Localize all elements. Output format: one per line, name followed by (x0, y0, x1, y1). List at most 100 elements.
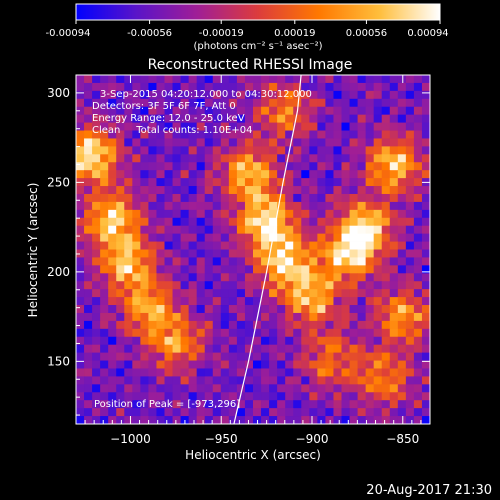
heatmap-cell (253, 225, 262, 235)
heatmap-cell (397, 178, 407, 187)
heatmap-cell (317, 400, 326, 409)
heatmap-cell (84, 281, 93, 290)
heatmap-cell (365, 154, 375, 163)
heatmap-cell (132, 400, 141, 409)
heatmap-cell (156, 265, 165, 274)
heatmap-cell (228, 82, 238, 92)
heatmap-cell (180, 146, 190, 155)
heatmap-cell (100, 98, 109, 108)
heatmap-cell (357, 217, 367, 227)
heatmap-cell (365, 376, 375, 385)
heatmap-cell (244, 257, 254, 266)
heatmap-cell (405, 328, 415, 338)
heatmap-cell (413, 186, 423, 195)
heatmap-cell (156, 106, 165, 116)
heatmap-cell (381, 384, 391, 393)
heatmap-cell (413, 384, 423, 393)
heatmap-cell (228, 154, 238, 163)
heatmap-cell (220, 114, 230, 123)
heatmap-cell (413, 328, 423, 338)
heatmap-cell (349, 178, 358, 187)
heatmap-cell (365, 273, 375, 282)
heatmap-cell (76, 265, 85, 274)
heatmap-cell (76, 360, 85, 369)
heatmap-cell (261, 392, 270, 401)
heatmap-cell (236, 305, 246, 314)
heatmap-cell (148, 344, 157, 354)
heatmap-cell (325, 305, 334, 314)
heatmap-cell (301, 312, 310, 322)
heatmap-cell (188, 408, 198, 417)
heatmap-cell (236, 336, 246, 346)
heatmap-cell (341, 336, 350, 346)
heatmap-cell (228, 289, 238, 298)
heatmap-cell (421, 392, 430, 401)
heatmap-cell (269, 170, 278, 179)
heatmap-cell (100, 186, 109, 195)
heatmap-cell (381, 257, 391, 266)
heatmap-cell (405, 154, 415, 163)
heatmap-cell (341, 312, 350, 322)
heatmap-cell (389, 209, 399, 219)
heatmap-cell (365, 98, 375, 108)
heatmap-cell (140, 297, 149, 306)
heatmap-cell (116, 178, 125, 187)
heatmap-cell (277, 328, 286, 338)
colorbar-ticks: -0.00094 -0.00056 -0.00019 0.00019 0.00056 0.… (46, 20, 449, 39)
heatmap-cell (317, 98, 326, 108)
chart-title: Reconstructed RHESSI Image (148, 57, 353, 73)
heatmap-cell (285, 289, 294, 298)
heatmap-cell (365, 400, 375, 409)
heatmap-cell (220, 241, 230, 250)
heatmap-cell (212, 376, 222, 385)
heatmap-cell (293, 257, 302, 266)
heatmap-cell (293, 75, 302, 84)
heatmap-cell (285, 320, 294, 330)
heatmap-cell (365, 289, 375, 298)
heatmap-cell (413, 178, 423, 187)
heatmap-cell (381, 241, 391, 250)
heatmap-cell (108, 233, 117, 242)
heatmap-cell (196, 75, 206, 84)
heatmap-cell (381, 289, 391, 298)
heatmap-cell (277, 281, 286, 290)
heatmap-cell (333, 98, 342, 108)
heatmap-cell (84, 138, 93, 147)
heatmap-cell (100, 289, 109, 298)
heatmap-cell (253, 106, 262, 116)
heatmap-cell (357, 201, 367, 211)
heatmap-cell (277, 154, 286, 163)
heatmap-cell (172, 193, 181, 203)
heatmap-cell (244, 408, 254, 417)
heatmap-cell (413, 352, 423, 361)
heatmap-cell (365, 233, 375, 242)
heatmap-cell (405, 305, 415, 314)
heatmap-cell (108, 281, 117, 290)
heatmap-cell (116, 241, 125, 250)
heatmap-cell (277, 265, 286, 274)
heatmap-cell (269, 392, 278, 401)
heatmap-cell (349, 328, 358, 338)
heatmap-cell (253, 122, 262, 131)
heatmap-cell (397, 98, 407, 108)
heatmap-cell (389, 336, 399, 346)
heatmap-cell (325, 360, 334, 369)
heatmap-cell (333, 209, 342, 219)
heatmap-cell (309, 201, 318, 211)
heatmap-cell (285, 162, 294, 171)
heatmap-cell (180, 106, 190, 116)
heatmap-cell (421, 82, 430, 92)
heatmap-cell (333, 312, 342, 322)
heatmap-cell (269, 122, 278, 131)
heatmap-cell (349, 217, 358, 227)
heatmap-cell (124, 289, 133, 298)
heatmap-cell (253, 82, 262, 92)
heatmap-cell (148, 122, 157, 131)
heatmap-cell (188, 186, 198, 195)
heatmap-cell (341, 209, 350, 219)
heatmap-cell (421, 281, 430, 290)
heatmap-cell (124, 170, 133, 179)
heatmap-cell (325, 249, 334, 258)
heatmap-cell (228, 312, 238, 322)
heatmap-cell (132, 297, 141, 306)
